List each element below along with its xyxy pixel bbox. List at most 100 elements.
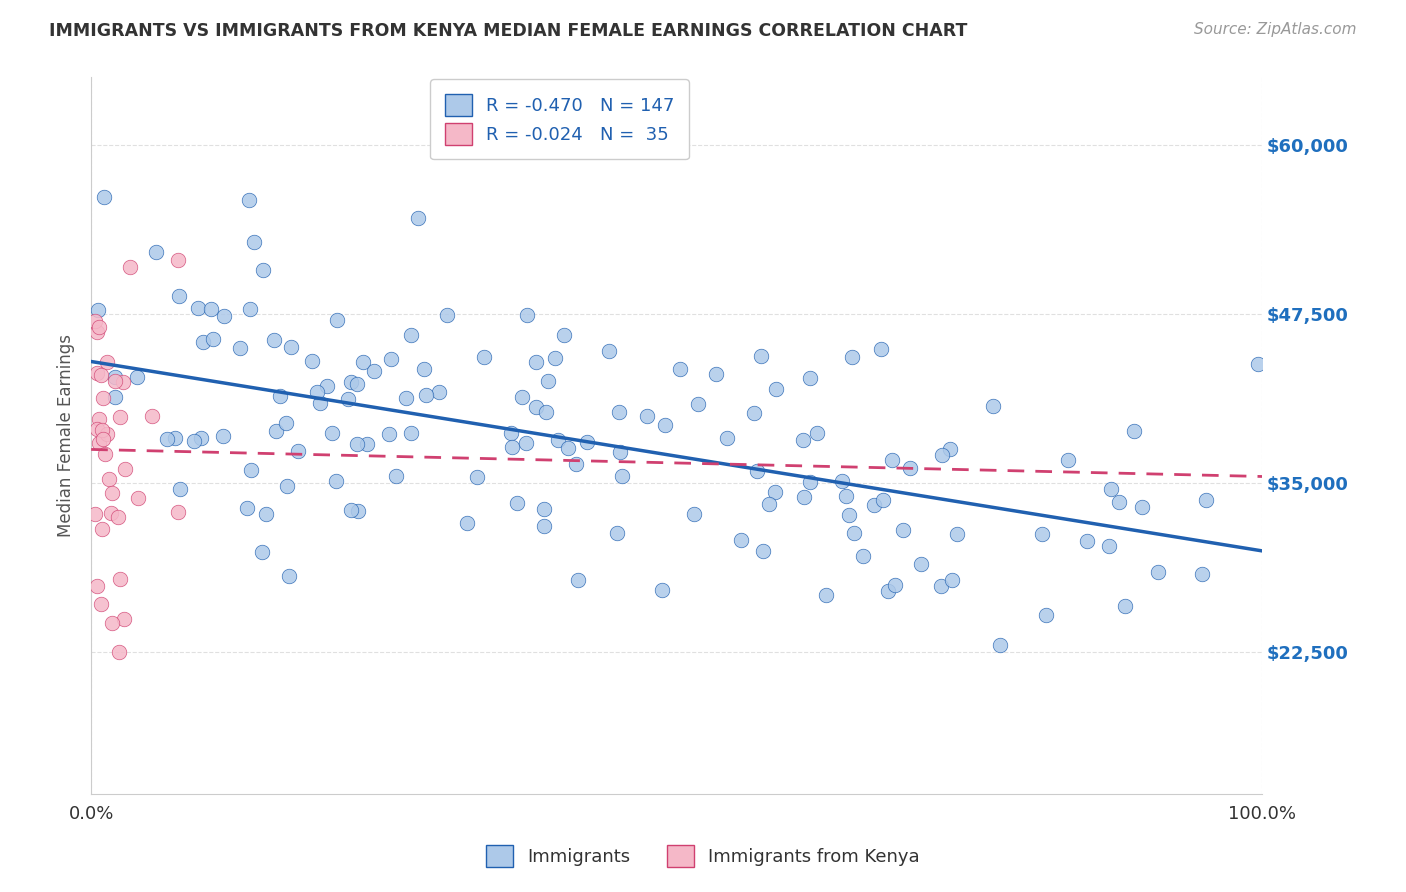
Point	[515, 435, 537, 450]
Point	[114, 461, 136, 475]
Point	[340, 503, 363, 517]
Point	[1191, 567, 1213, 582]
Point	[835, 490, 858, 504]
Point	[524, 400, 547, 414]
Point	[910, 557, 932, 571]
Point	[187, 301, 209, 315]
Point	[395, 392, 418, 406]
Point	[363, 363, 385, 377]
Point	[1098, 539, 1121, 553]
Point	[806, 426, 828, 441]
Point	[378, 427, 401, 442]
Point	[763, 485, 786, 500]
Point	[316, 378, 339, 392]
Point	[254, 507, 277, 521]
Point	[870, 342, 893, 356]
Point	[399, 426, 422, 441]
Point	[598, 343, 620, 358]
Point	[1147, 566, 1170, 580]
Point	[742, 406, 765, 420]
Point	[87, 435, 110, 450]
Point	[510, 390, 533, 404]
Point	[765, 382, 787, 396]
Point	[1108, 495, 1130, 509]
Point	[277, 569, 299, 583]
Point	[167, 505, 190, 519]
Point	[609, 445, 631, 459]
Point	[276, 416, 298, 430]
Point	[97, 472, 120, 486]
Legend: Immigrants, Immigrants from Kenya: Immigrants, Immigrants from Kenya	[479, 838, 927, 874]
Point	[167, 252, 190, 267]
Point	[96, 354, 118, 368]
Point	[347, 503, 370, 517]
Point	[841, 351, 863, 365]
Point	[747, 464, 769, 478]
Point	[1195, 492, 1218, 507]
Point	[321, 426, 343, 441]
Point	[83, 314, 105, 328]
Point	[1057, 453, 1080, 467]
Point	[730, 533, 752, 548]
Point	[287, 444, 309, 458]
Point	[872, 492, 894, 507]
Point	[537, 374, 560, 388]
Point	[610, 468, 633, 483]
Point	[91, 391, 114, 405]
Point	[86, 367, 108, 381]
Point	[107, 509, 129, 524]
Point	[607, 405, 630, 419]
Point	[96, 426, 118, 441]
Point	[704, 367, 727, 381]
Point	[465, 470, 488, 484]
Point	[239, 302, 262, 317]
Point	[252, 545, 274, 559]
Point	[752, 544, 775, 558]
Point	[101, 486, 124, 500]
Point	[565, 458, 588, 472]
Point	[380, 351, 402, 366]
Point	[101, 615, 124, 630]
Point	[456, 516, 478, 530]
Point	[399, 328, 422, 343]
Point	[104, 370, 127, 384]
Point	[212, 310, 235, 324]
Point	[716, 431, 738, 445]
Point	[104, 390, 127, 404]
Point	[898, 460, 921, 475]
Point	[127, 491, 149, 506]
Point	[877, 583, 900, 598]
Point	[516, 308, 538, 322]
Point	[838, 508, 860, 523]
Point	[831, 474, 853, 488]
Point	[815, 588, 838, 602]
Point	[429, 385, 451, 400]
Point	[682, 508, 704, 522]
Point	[169, 482, 191, 496]
Point	[883, 578, 905, 592]
Point	[86, 302, 108, 317]
Point	[941, 574, 963, 588]
Point	[1031, 527, 1053, 541]
Point	[86, 422, 108, 436]
Point	[929, 579, 952, 593]
Point	[264, 424, 287, 438]
Point	[212, 429, 235, 443]
Point	[553, 327, 575, 342]
Point	[190, 431, 212, 445]
Point	[236, 501, 259, 516]
Point	[636, 409, 658, 423]
Point	[945, 527, 967, 541]
Point	[799, 475, 821, 489]
Point	[94, 447, 117, 461]
Point	[983, 399, 1005, 413]
Y-axis label: Median Female Earnings: Median Female Earnings	[58, 334, 75, 537]
Point	[842, 525, 865, 540]
Point	[200, 301, 222, 316]
Point	[108, 409, 131, 424]
Point	[534, 405, 557, 419]
Point	[506, 496, 529, 510]
Point	[412, 361, 434, 376]
Point	[567, 573, 589, 587]
Point	[606, 526, 628, 541]
